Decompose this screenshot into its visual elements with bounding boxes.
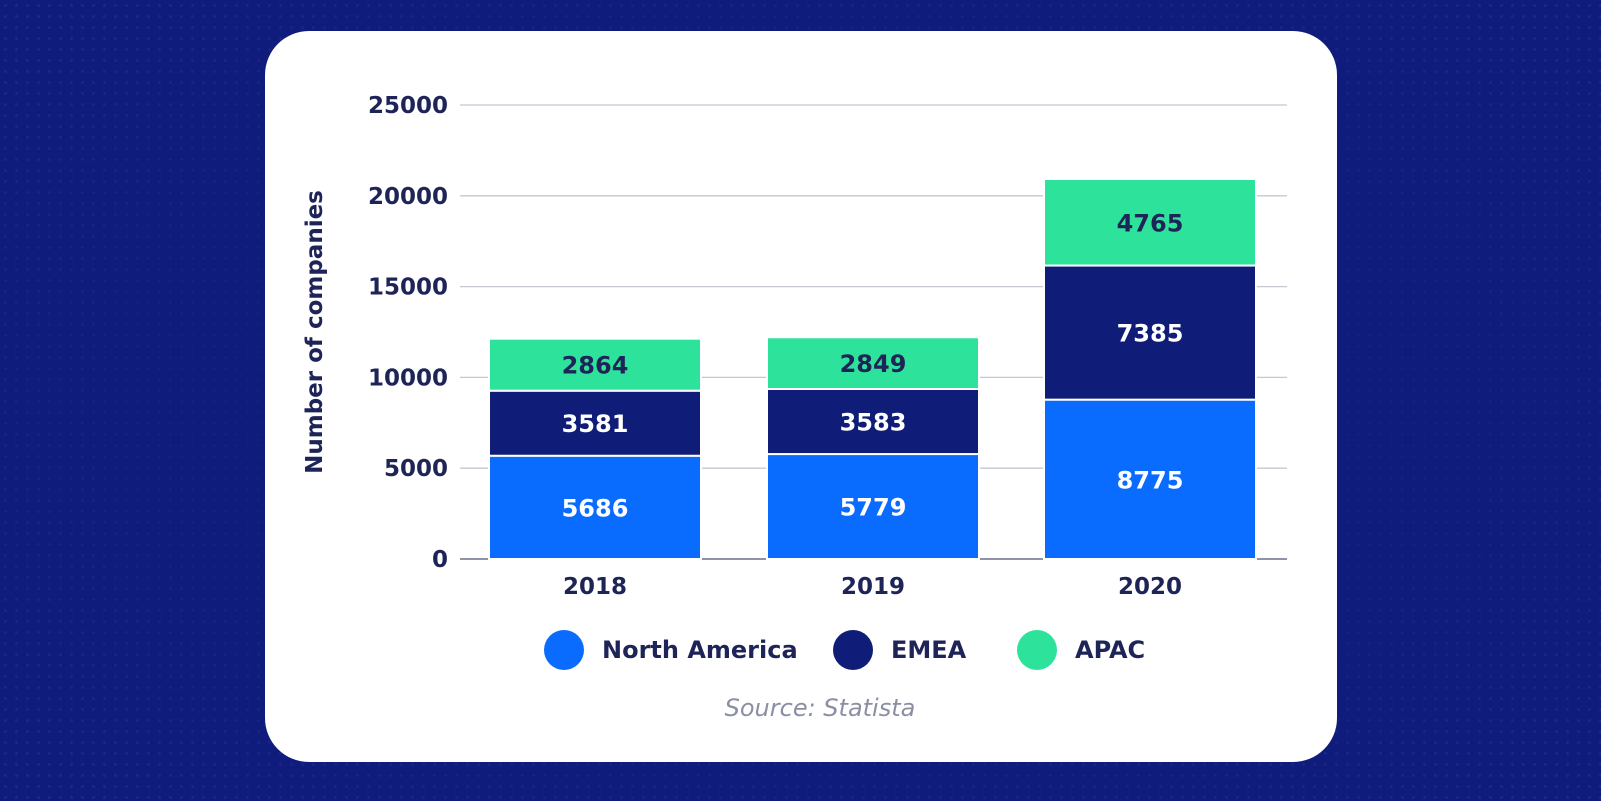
y-tick-label: 5000 [384, 456, 448, 482]
data-label: 3583 [840, 409, 907, 437]
y-tick-label: 0 [432, 547, 448, 573]
x-tick-label: 2018 [563, 574, 627, 600]
legend-swatch [1017, 630, 1057, 670]
legend-swatch [833, 630, 873, 670]
data-label: 2864 [562, 352, 629, 380]
source-note: Source: Statista [725, 694, 916, 722]
bar-emea [488, 389, 702, 457]
y-tick-labels: 0 5000 10000 15000 20000 25000 [368, 93, 448, 573]
legend-label: North America [602, 636, 798, 664]
x-tick-label: 2020 [1118, 574, 1182, 600]
bar-apac [488, 337, 702, 392]
y-axis-label: Number of companies [302, 190, 328, 474]
y-tick-label: 25000 [368, 93, 448, 119]
legend-swatch [544, 630, 584, 670]
x-tick-label: 2019 [841, 574, 905, 600]
bar-apac [1043, 178, 1257, 267]
data-label: 3581 [562, 410, 629, 438]
y-tick-label: 15000 [368, 275, 448, 301]
data-label: 8775 [1117, 466, 1184, 494]
bar-north-america [766, 453, 980, 561]
y-tick-label: 10000 [368, 365, 448, 391]
bars: 5686 3581 2864 5779 3583 2849 8775 7385 4765 [488, 178, 1257, 561]
data-label: 2849 [840, 350, 907, 378]
bar-north-america [488, 454, 702, 561]
data-label: 4765 [1117, 209, 1184, 237]
data-label: 5779 [840, 494, 907, 522]
legend-label: APAC [1075, 636, 1145, 664]
x-tick-labels: 2018 2019 2020 [563, 574, 1182, 600]
bar-apac [766, 336, 980, 390]
legend: North America EMEA APAC [544, 630, 1145, 670]
data-label: 5686 [562, 494, 629, 522]
y-tick-label: 20000 [368, 184, 448, 210]
data-label: 7385 [1117, 320, 1184, 348]
legend-label: EMEA [891, 636, 967, 664]
bar-emea [1043, 264, 1257, 401]
bar-emea [766, 387, 980, 456]
